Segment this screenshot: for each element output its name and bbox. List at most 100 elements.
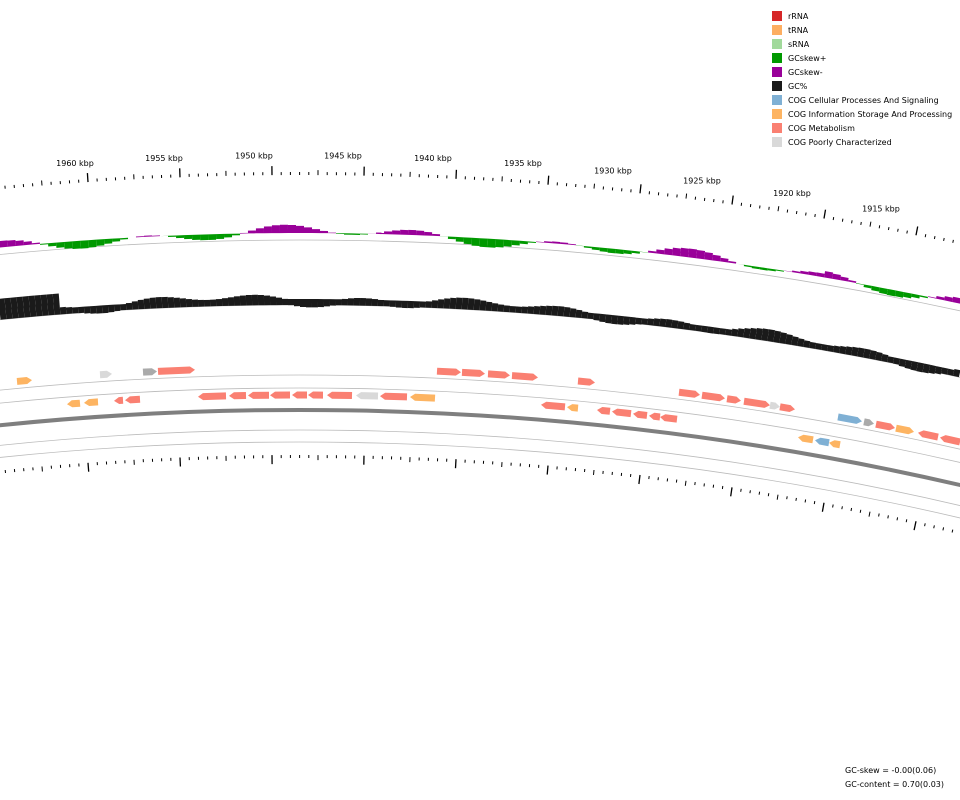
gc-skew-positive-bar — [40, 243, 49, 245]
gc-content-bar — [431, 300, 439, 309]
gc-skew-negative-bar — [247, 230, 256, 234]
gc-content-bar — [617, 315, 625, 325]
gene-arrow — [798, 434, 814, 444]
gc-skew-negative-bar — [792, 270, 801, 274]
gc-skew-negative-bar — [320, 230, 329, 234]
gc-content-bar — [497, 304, 505, 312]
gc-content-bar — [28, 295, 37, 317]
legend-item-cog-cellular: COG Cellular Processes And Signaling — [772, 93, 952, 107]
gc-content-bar — [791, 336, 799, 346]
gc-content-bar — [863, 348, 871, 359]
gc-skew-positive-bar — [120, 237, 129, 240]
track-guide-line — [0, 374, 960, 450]
gc-content-bar — [833, 345, 841, 354]
minor-tick — [593, 469, 595, 475]
gc-skew-negative-bar — [704, 252, 713, 261]
gc-skew-positive-bar — [72, 240, 81, 250]
gc-content-bar — [785, 334, 793, 345]
gc-skew-positive-bar — [192, 234, 201, 240]
gene-arrow — [198, 392, 227, 401]
gene-arrow — [248, 391, 269, 399]
gene-arrow — [356, 392, 379, 400]
minor-tick — [767, 493, 770, 497]
legend-swatch — [772, 81, 782, 91]
minor-tick — [924, 523, 926, 527]
gc-skew-negative-bar — [312, 229, 321, 234]
gc-content-bar — [887, 356, 895, 364]
gene-arrow — [597, 407, 611, 415]
gc-skew-positive-bar — [503, 239, 512, 247]
gc-content-bar — [599, 313, 607, 323]
gc-content-bar — [881, 353, 889, 363]
gc-content-bar — [479, 300, 487, 311]
gene-arrow — [815, 437, 830, 447]
major-tick — [547, 175, 550, 185]
minor-tick — [905, 519, 908, 523]
gene-arrow — [829, 440, 841, 449]
legend-label: rRNA — [788, 11, 809, 21]
gc-content-track — [0, 293, 960, 378]
legend-swatch — [772, 137, 782, 147]
gene-features — [16, 366, 960, 449]
gc-skew-negative-bar — [560, 242, 569, 245]
legend-swatch — [772, 53, 782, 63]
gene-arrow — [863, 418, 874, 427]
gene-arrow — [895, 424, 914, 435]
gc-content-bar — [77, 306, 85, 314]
gc-content-bar — [767, 329, 776, 342]
gc-content-bar — [821, 344, 829, 351]
gc-content-bar — [173, 297, 181, 308]
gene-arrow — [229, 392, 247, 400]
ruler-labels: 1960 kbp 1955 kbp 1950 kbp 1945 kbp 1940 kbp… — [56, 151, 900, 213]
gc-content-bar — [300, 299, 307, 307]
gc-skew-negative-bar — [544, 241, 553, 244]
minor-tick — [924, 234, 927, 238]
gc-content-bar — [293, 299, 300, 307]
legend-label: COG Metabolism — [788, 123, 855, 133]
gene-arrow — [701, 391, 725, 402]
minor-tick — [814, 214, 816, 218]
gene-arrow — [940, 435, 960, 446]
gc-skew-positive-bar — [64, 241, 73, 249]
gc-content-bar — [659, 318, 667, 328]
gene-arrow — [270, 391, 290, 399]
ruler-label: 1960 kbp — [56, 159, 94, 168]
gc-content-bar — [839, 345, 847, 355]
gc-content-bar — [946, 368, 955, 376]
ruler-label: 1935 kbp — [504, 159, 542, 168]
gene-arrow — [660, 414, 678, 423]
gc-content-bar — [689, 324, 697, 331]
gc-skew-positive-bar — [184, 234, 193, 240]
gc-skew-positive-bar — [351, 233, 360, 235]
minor-tick — [878, 225, 881, 229]
gc-skew-positive-bar — [855, 282, 864, 285]
gc-content-bar — [892, 357, 901, 365]
gc-content-bar — [371, 299, 379, 306]
minor-tick — [878, 513, 880, 517]
gc-skew-negative-bar — [408, 229, 417, 236]
major-tick — [546, 465, 549, 475]
gc-content-bar — [101, 305, 109, 314]
minor-tick — [859, 509, 862, 513]
ruler-label: 1930 kbp — [594, 166, 632, 175]
gc-content-bar — [737, 328, 745, 338]
legend-label: sRNA — [788, 39, 810, 49]
gc-content-bar — [773, 330, 782, 343]
gc-content-bar — [779, 332, 787, 344]
legend-item-gcskew-minus: GCskew- — [772, 65, 952, 79]
gc-content-bar — [695, 324, 703, 332]
gc-skew-negative-bar — [0, 240, 8, 248]
gc-content-bar — [725, 328, 733, 336]
gc-content-bar — [437, 299, 445, 309]
gc-skew-negative-bar — [416, 230, 425, 236]
gc-content-bar — [143, 298, 151, 309]
gc-content-bar — [922, 363, 931, 374]
gc-content-bar — [353, 297, 361, 306]
genome-stats: GC-skew = -0.00(0.06) GC-content = 0.70(… — [845, 766, 944, 794]
gc-skew-negative-bar — [239, 232, 248, 234]
minor-tick — [869, 221, 872, 227]
gc-skew-negative-bar — [952, 296, 960, 304]
gc-content-bar — [857, 347, 865, 358]
legend-swatch — [772, 95, 782, 105]
